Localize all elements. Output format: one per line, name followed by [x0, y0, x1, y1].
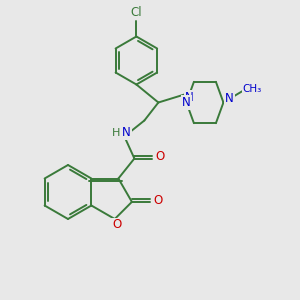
Text: O: O [112, 218, 122, 232]
Text: O: O [156, 150, 165, 163]
Text: N: N [225, 92, 234, 105]
Text: N: N [122, 126, 131, 139]
Text: O: O [153, 194, 163, 207]
Text: N: N [182, 96, 191, 109]
Text: Cl: Cl [130, 6, 142, 19]
Text: N: N [185, 91, 194, 104]
Text: H: H [112, 128, 121, 137]
Text: CH₃: CH₃ [243, 83, 262, 94]
